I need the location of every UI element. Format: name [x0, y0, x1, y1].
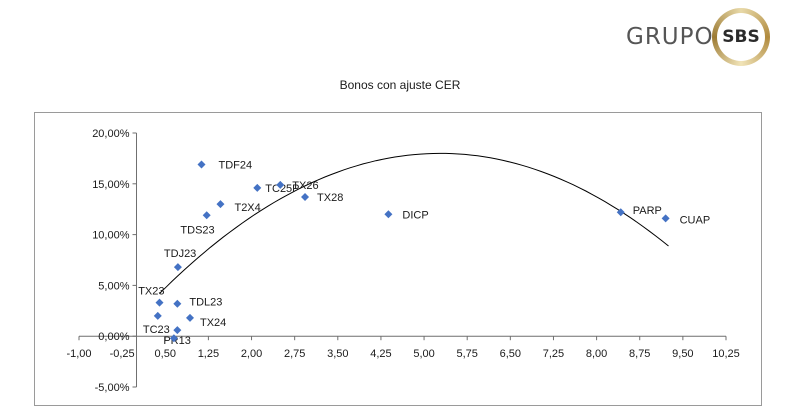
point-label: PARP — [633, 205, 662, 217]
point-label: TC23 — [143, 324, 170, 336]
data-point — [173, 299, 182, 308]
point-label: PR13 — [163, 335, 191, 347]
x-tick-label: -0,25 — [110, 348, 135, 360]
x-tick-label: 5,00 — [413, 348, 434, 360]
data-point — [173, 326, 182, 335]
data-point — [253, 183, 262, 192]
data-point — [301, 193, 310, 202]
data-point — [169, 334, 178, 343]
x-tick-label: 9,50 — [672, 348, 693, 360]
point-label: DICP — [402, 209, 428, 221]
trendline — [159, 152, 669, 294]
data-point — [384, 210, 393, 219]
data-point — [155, 298, 164, 307]
x-tick-label: 5,75 — [456, 348, 477, 360]
y-tick-label: 20,00% — [92, 128, 130, 140]
y-tick-label: 0,00% — [98, 331, 129, 343]
data-point — [153, 311, 162, 320]
data-point — [276, 180, 285, 189]
x-tick-label: 10,25 — [712, 348, 740, 360]
point-label: TX26 — [292, 180, 318, 192]
data-point — [202, 211, 211, 220]
y-tick-label: 5,00% — [98, 280, 129, 292]
chart-title: Bonos con ajuste CER — [339, 78, 461, 92]
point-label: T2X4 — [234, 202, 260, 214]
y-tick-label: -5,00% — [95, 382, 130, 394]
point-label: TDF24 — [218, 159, 252, 171]
y-tick-label: 15,00% — [92, 179, 130, 191]
x-tick-label: 1,25 — [198, 348, 219, 360]
x-tick-label: 8,00 — [586, 348, 607, 360]
data-point — [197, 160, 206, 169]
data-point — [661, 214, 670, 223]
point-label: TDS23 — [180, 224, 214, 236]
x-tick-label: 3,50 — [327, 348, 348, 360]
x-tick-label: 2,00 — [241, 348, 262, 360]
point-label: TDJ23 — [164, 248, 196, 260]
data-point — [216, 200, 225, 209]
data-point — [185, 313, 194, 322]
chart-frame — [34, 112, 762, 406]
data-point — [616, 208, 625, 217]
brand-badge-text: SBS — [722, 27, 760, 47]
x-tick-label: 0,50 — [155, 348, 176, 360]
y-tick-label: 10,00% — [92, 230, 130, 242]
x-tick-label: 8,75 — [629, 348, 650, 360]
x-tick-label: 6,50 — [500, 348, 521, 360]
point-label: CUAP — [680, 214, 711, 226]
brand-text: GRUPO — [626, 24, 714, 50]
brand-logo: GRUPO SBS — [620, 6, 792, 68]
x-tick-label: 7,25 — [543, 348, 564, 360]
data-point — [173, 263, 182, 272]
point-label: TX23 — [138, 286, 164, 298]
point-label: TX28 — [317, 192, 343, 204]
brand-badge: SBS — [717, 13, 765, 61]
point-label: TC25P — [265, 183, 299, 195]
x-tick-label: -1,00 — [66, 348, 91, 360]
point-label: TX24 — [200, 317, 226, 329]
point-label: TDL23 — [189, 297, 222, 309]
x-tick-label: 4,25 — [370, 348, 391, 360]
x-tick-label: 2,75 — [284, 348, 305, 360]
